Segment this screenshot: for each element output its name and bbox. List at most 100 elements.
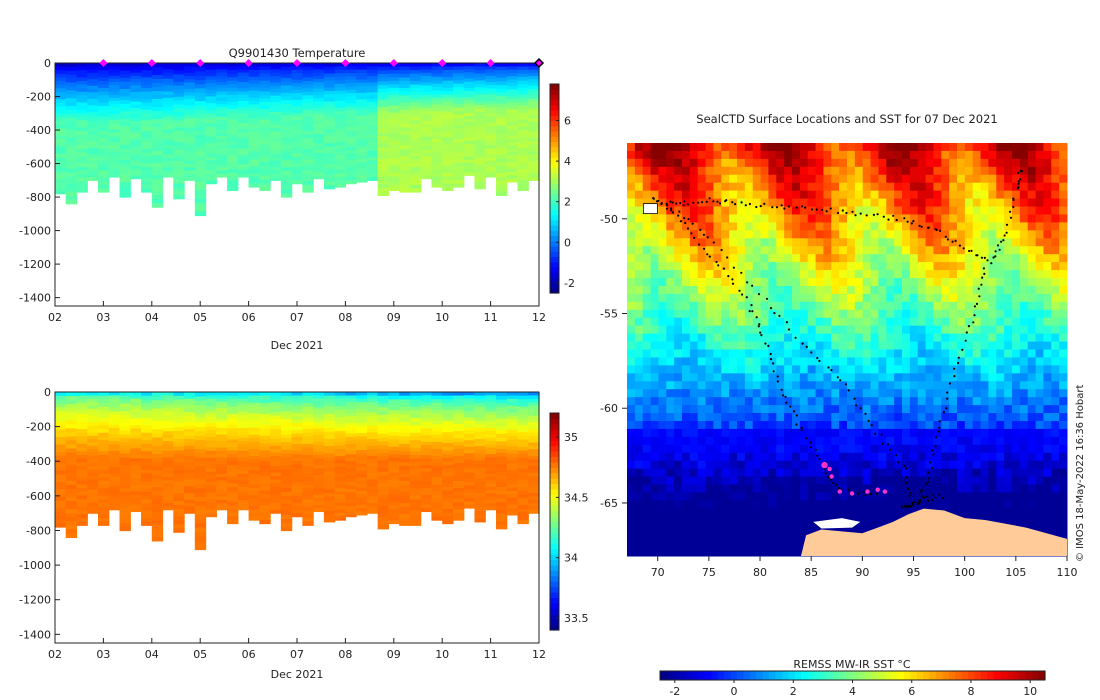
- profile-31: [388, 392, 400, 525]
- colorbar-step-3: [550, 608, 559, 615]
- sst-colorbar-tick-label-3: 4: [849, 685, 856, 698]
- colorbar-frame: [549, 412, 560, 631]
- colorbar-step-29: [550, 136, 559, 143]
- sst-row-23: [627, 325, 1068, 335]
- colorbar-step-38: [550, 89, 559, 96]
- sst-colorbar-step-50: [980, 671, 988, 680]
- x-tick-label-10: 12: [532, 648, 546, 661]
- map-x-tick-label-4: 90: [855, 566, 869, 579]
- sst-row-29: [627, 373, 1068, 382]
- sst-row-39: [627, 452, 1068, 462]
- profile-14: [205, 63, 217, 185]
- sst-colorbar-step-43: [935, 671, 943, 680]
- sst-colorbar-step-33: [871, 671, 879, 680]
- colorbar-step-31: [550, 125, 559, 132]
- profile-8: [141, 392, 153, 526]
- colorbar-step-12: [550, 225, 559, 231]
- sst-colorbar-tick-label-0: -2: [669, 685, 680, 698]
- y-tick-label-5: -1000: [19, 559, 51, 572]
- x-tick-label-4: 06: [242, 648, 256, 661]
- x-tick-label-3: 05: [193, 648, 207, 661]
- sst-colorbar-step-51: [987, 671, 995, 680]
- colorbar-step-26: [550, 483, 559, 490]
- recent-position-7: [882, 489, 888, 494]
- map-x-tick-label-5: 95: [907, 566, 921, 579]
- x-tick-label-4: 06: [242, 311, 256, 324]
- recent-position-1: [827, 466, 832, 472]
- map-title: SealCTD Surface Locations and SST for 07…: [696, 112, 997, 126]
- sst-colorbar-step-24: [814, 671, 822, 680]
- sst-row-15: [627, 262, 1068, 271]
- sst-colorbar-step-22: [801, 671, 809, 680]
- map-x-tick-label-2: 80: [753, 566, 767, 579]
- profile-42: [506, 392, 519, 516]
- profile-19: [259, 63, 271, 191]
- x-tick-label-8: 10: [435, 311, 449, 324]
- map-y-tick-label-2: -60: [600, 402, 618, 415]
- colorbar-step-28: [550, 141, 559, 148]
- sst-row-17: [627, 278, 1068, 287]
- map-x-tick-label-8: 110: [1057, 566, 1078, 579]
- colorbar-step-35: [550, 434, 559, 441]
- x-tick-label-6: 08: [338, 311, 352, 324]
- colorbar-step-6: [550, 592, 559, 599]
- colorbar-step-1: [550, 619, 559, 626]
- sst-row-4: [627, 174, 1068, 184]
- x-tick-label-1: 03: [96, 648, 110, 661]
- colorbar-step-26: [550, 151, 559, 158]
- sst-row-13: [627, 246, 1068, 255]
- sst-colorbar-step-20: [788, 671, 796, 680]
- sst-colorbar-tick-label-6: 10: [1023, 685, 1037, 698]
- profile-34: [420, 63, 433, 180]
- x-tick-label-3: 05: [193, 311, 207, 324]
- colorbar-tick-label-2: 34.5: [564, 491, 589, 504]
- recent-position-5: [865, 489, 870, 494]
- profile-3: [87, 392, 99, 514]
- colorbar-step-17: [550, 532, 559, 539]
- sst-row-41: [627, 468, 1068, 478]
- profile-8: [141, 63, 153, 193]
- surfacing-marker-5: [341, 59, 350, 67]
- seal-track-a: [652, 169, 1024, 265]
- profile-18: [248, 63, 260, 188]
- colorbar-step-13: [550, 554, 559, 561]
- colorbar-tick-label-1: 34: [564, 552, 578, 565]
- colorbar-step-33: [550, 115, 559, 122]
- sst-colorbar-label: REMSS MW-IR SST °C: [793, 658, 911, 671]
- sst-colorbar-step-18: [775, 671, 783, 680]
- profile-21: [280, 392, 293, 532]
- colorbar-step-37: [550, 94, 559, 101]
- colorbar-step-18: [550, 526, 559, 533]
- sst-row-28: [627, 365, 1068, 374]
- sst-row-30: [627, 381, 1068, 390]
- sst-colorbar-step-23: [807, 671, 815, 680]
- colorbar-step-13: [550, 219, 559, 226]
- sst-colorbar-step-4: [685, 671, 693, 680]
- profile-27: [345, 392, 357, 518]
- profile-18: [248, 392, 260, 521]
- credit-text: © IMOS 18-May-2022 16:36 Hobart: [1075, 385, 1086, 562]
- colorbar-step-32: [550, 120, 559, 127]
- profile-39: [474, 392, 486, 523]
- y-tick-label-4: -800: [26, 524, 51, 537]
- sst-colorbar-tick-label-1: 0: [731, 685, 738, 698]
- profile-9: [151, 392, 164, 542]
- colorbar-step-7: [550, 586, 559, 593]
- y-tick-label-1: -200: [26, 421, 51, 434]
- seal-track-c: [666, 204, 914, 505]
- y-tick-label-0: 0: [44, 57, 51, 70]
- colorbar-step-8: [550, 245, 559, 252]
- sst-colorbar-step-35: [884, 671, 892, 680]
- colorbar-tick-label-0: -2: [564, 277, 575, 290]
- salinity-axes: 0 -200 -400 -600 -800 -1000 -1200 -1400 02 03 04 05…: [19, 386, 546, 661]
- map-y-tick-label-1: -55: [600, 308, 618, 321]
- colorbar-step-27: [550, 146, 559, 153]
- colorbar-frame: [549, 83, 560, 294]
- surfacing-marker-9: [533, 57, 545, 69]
- temperature-colorbar: -2 0 2 4 6: [549, 83, 575, 294]
- surfacing-marker-4: [293, 59, 301, 67]
- profile-16: [227, 392, 239, 525]
- colorbar-step-20: [550, 516, 559, 523]
- profile-3: [87, 63, 99, 181]
- profile-43: [517, 392, 529, 525]
